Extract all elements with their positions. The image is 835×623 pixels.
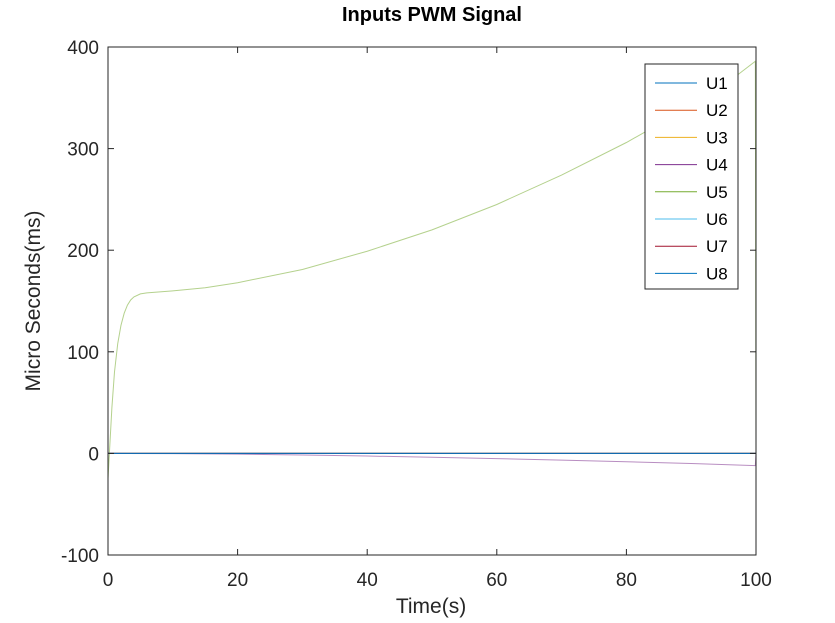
plot-frame xyxy=(107,46,757,556)
x-tick-label: 20 xyxy=(227,570,248,591)
x-tick-label: 80 xyxy=(616,570,637,591)
x-axis: 0 20 40 60 80 100 xyxy=(103,47,772,591)
series-layer xyxy=(107,60,757,479)
legend-box xyxy=(644,63,739,290)
series-line-u4 xyxy=(107,452,757,467)
x-tick-label: 40 xyxy=(357,570,378,591)
chart-title: Inputs PWM Signal xyxy=(342,4,522,26)
y-tick-label: -100 xyxy=(61,546,99,567)
x-tick-label: 60 xyxy=(486,570,507,591)
y-tick-label: 400 xyxy=(67,38,99,59)
legend-label-u5: U5 xyxy=(706,183,728,202)
y-axis-label: Micro Seconds(ms) xyxy=(22,211,45,392)
y-tick-label: 0 xyxy=(88,444,99,465)
x-tick-label: 100 xyxy=(740,570,772,591)
legend-label-u7: U7 xyxy=(706,237,728,256)
y-tick-label: 100 xyxy=(67,343,99,364)
y-tick-label: 300 xyxy=(67,140,99,161)
legend-label-u8: U8 xyxy=(706,264,728,283)
legend-label-u4: U4 xyxy=(706,156,728,175)
y-tick-label: 200 xyxy=(67,241,99,262)
legend-label-u1: U1 xyxy=(706,74,728,93)
y-axis: -100 0 100 200 300 400 xyxy=(61,38,756,567)
series-line-u5 xyxy=(107,60,757,479)
legend: U1 U2 U3 U4 U5 U6 U7 U8 xyxy=(644,63,739,290)
x-tick-label: 0 xyxy=(103,570,114,591)
legend-label-u3: U3 xyxy=(706,128,728,147)
legend-label-u2: U2 xyxy=(706,101,728,120)
legend-label-u6: U6 xyxy=(706,210,728,229)
x-axis-label: Time(s) xyxy=(396,595,466,618)
